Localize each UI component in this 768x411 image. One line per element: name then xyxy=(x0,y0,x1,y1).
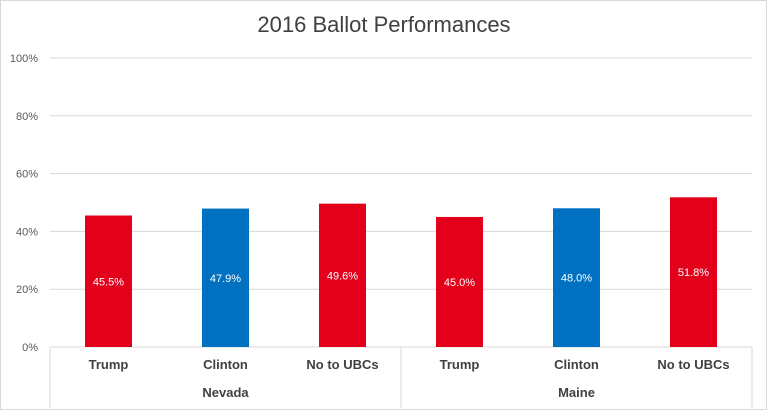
category-label: Trump xyxy=(440,357,480,372)
data-label: 47.9% xyxy=(210,273,241,285)
bar xyxy=(202,208,249,347)
bar xyxy=(553,208,600,347)
category-label: Trump xyxy=(89,357,129,372)
y-tick-label: 80% xyxy=(16,111,38,123)
bar xyxy=(436,216,483,347)
data-label: 48.0% xyxy=(561,273,592,285)
category-label: Clinton xyxy=(554,357,599,372)
group-label: Nevada xyxy=(202,385,249,400)
data-label: 51.8% xyxy=(678,267,709,279)
bar xyxy=(319,203,366,347)
group-label: Maine xyxy=(558,385,595,400)
y-tick-label: 20% xyxy=(16,284,38,296)
bar xyxy=(670,197,717,347)
y-tick-label: 40% xyxy=(16,226,38,238)
y-tick-label: 60% xyxy=(16,169,38,181)
y-tick-label: 0% xyxy=(22,342,38,354)
category-label: Clinton xyxy=(203,357,248,372)
chart-title: 2016 Ballot Performances xyxy=(257,12,511,37)
data-label: 49.6% xyxy=(327,270,358,282)
data-label: 45.5% xyxy=(93,276,124,288)
y-tick-label: 100% xyxy=(10,53,38,65)
bar xyxy=(85,215,132,347)
category-label: No to UBCs xyxy=(657,357,729,372)
category-label: No to UBCs xyxy=(306,357,378,372)
data-label: 45.0% xyxy=(444,277,475,289)
